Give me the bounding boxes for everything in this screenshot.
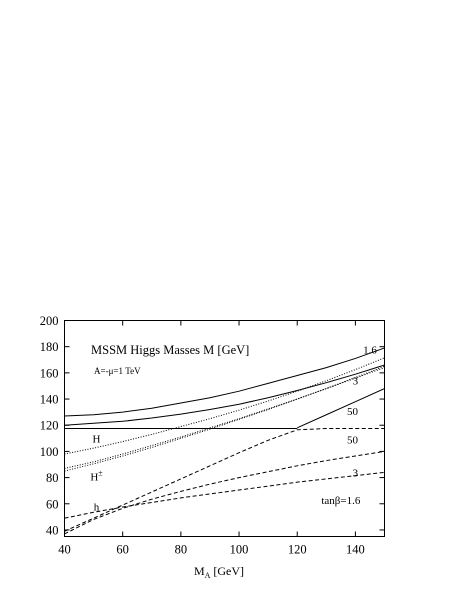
x-axis-label: MA [GeV]: [194, 564, 244, 580]
x-tick-label: 80: [175, 543, 188, 557]
x-tick-label: 60: [116, 543, 129, 557]
x-axis-label-main: M: [194, 564, 205, 578]
curve-annotation: tanβ=1.6: [321, 495, 360, 507]
curve-annotation: 50: [347, 406, 359, 418]
y-tick-label: 40: [46, 523, 59, 537]
curve-annotation: H±: [90, 468, 103, 483]
curve-annotation: 50: [347, 435, 359, 447]
y-tick-label: 180: [40, 340, 59, 354]
y-tick-label: 100: [40, 445, 59, 459]
series-line-4: [64, 365, 385, 472]
chart-subtitle: A=-μ=1 TeV: [94, 366, 141, 376]
x-axis-label-subscript: A: [205, 571, 211, 580]
x-tick-label: 100: [230, 543, 249, 557]
series-line-7: [64, 428, 385, 532]
curves-group: [64, 347, 385, 535]
curve-annotation: 3: [353, 376, 359, 388]
y-tick-label: 60: [46, 497, 59, 511]
y-tick-label: 120: [40, 419, 59, 433]
series-line-0: [64, 347, 385, 417]
y-tick-label: 80: [46, 471, 59, 485]
series-line-3: [64, 367, 385, 469]
chart-title: MSSM Higgs Masses M [GeV]: [91, 343, 249, 357]
annotations-group: 1.6 3 50 50 3 tanβ=1.6 H H± h: [90, 344, 377, 513]
x-tick-label: 40: [58, 543, 71, 557]
curve-annotation: h: [94, 501, 100, 513]
curve-annotation: H: [93, 433, 101, 445]
curve-annotation: 3: [353, 467, 359, 479]
plot-frame: [64, 320, 385, 537]
series-line-8: [64, 450, 385, 535]
x-tick-label: 120: [288, 543, 307, 557]
y-tick-label: 200: [40, 314, 59, 328]
series-line-1: [64, 364, 385, 426]
series-line-5: [297, 388, 385, 429]
y-tick-label: 160: [40, 366, 59, 380]
y-tick-label: 140: [40, 393, 59, 407]
ticks-group: 40 60 80 100 120 140 40 60 80 100 120 140 160 180 200: [40, 314, 385, 557]
curve-annotation: 1.6: [363, 344, 377, 356]
x-axis-label-unit: [GeV]: [210, 564, 244, 578]
x-tick-label: 140: [346, 543, 365, 557]
series-line-9: [64, 471, 385, 519]
